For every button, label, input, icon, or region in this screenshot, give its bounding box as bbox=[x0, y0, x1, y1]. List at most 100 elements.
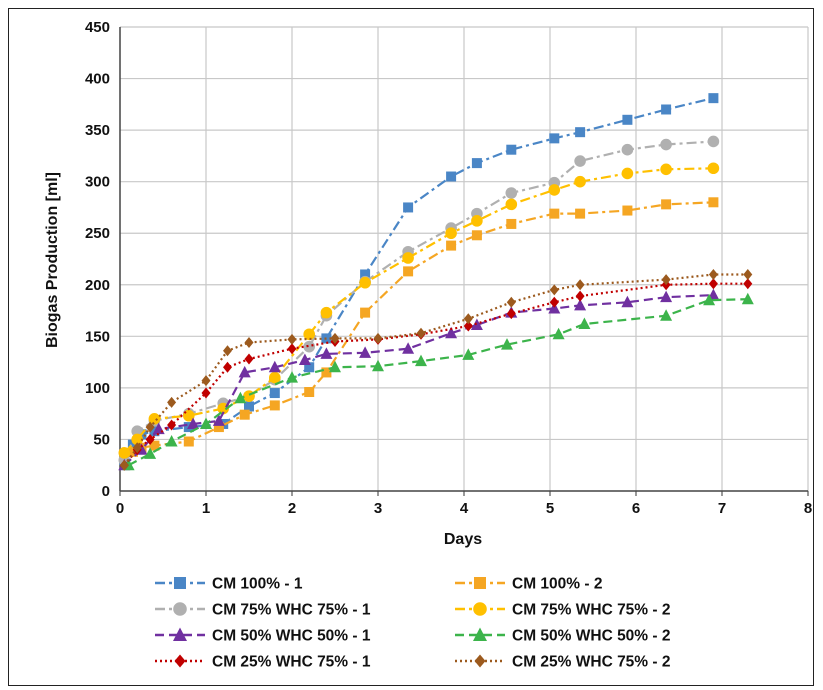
data-point bbox=[708, 197, 719, 208]
data-point bbox=[708, 93, 719, 104]
data-point bbox=[549, 208, 560, 219]
data-point bbox=[416, 327, 426, 339]
data-point bbox=[330, 332, 340, 344]
data-point bbox=[622, 205, 633, 216]
data-point bbox=[660, 138, 672, 151]
y-tick-label: 350 bbox=[85, 122, 110, 139]
legend-swatch-marker bbox=[473, 627, 487, 641]
legend-item: CM 25% WHC 75% - 1 bbox=[155, 654, 371, 671]
legend-label: CM 100% - 2 bbox=[512, 576, 602, 593]
data-point bbox=[707, 162, 720, 175]
legend-swatch-marker bbox=[173, 602, 187, 616]
data-point bbox=[463, 320, 473, 332]
data-point bbox=[661, 104, 672, 115]
data-point bbox=[621, 167, 634, 180]
legend-label: CM 50% WHC 50% - 2 bbox=[512, 628, 670, 645]
x-tick-label: 7 bbox=[718, 500, 726, 517]
data-point bbox=[548, 184, 561, 196]
x-axis-title: Days bbox=[444, 531, 482, 548]
series-layer bbox=[118, 93, 754, 471]
data-point bbox=[360, 269, 371, 280]
legend-item: CM 50% WHC 50% - 2 bbox=[455, 627, 670, 645]
y-tick-label: 0 bbox=[102, 483, 110, 500]
data-point bbox=[446, 240, 457, 251]
data-point bbox=[506, 296, 516, 308]
data-point bbox=[506, 308, 516, 320]
data-point bbox=[743, 278, 753, 290]
data-point bbox=[574, 155, 586, 167]
legend-item: CM 100% - 1 bbox=[155, 576, 303, 593]
x-tick-label: 8 bbox=[804, 500, 812, 517]
data-point bbox=[549, 284, 559, 296]
y-tick-label: 150 bbox=[85, 328, 110, 345]
data-point bbox=[574, 298, 587, 311]
legend-item: CM 25% WHC 75% - 2 bbox=[455, 654, 670, 671]
data-point bbox=[286, 371, 298, 383]
data-point bbox=[463, 313, 473, 325]
data-point bbox=[131, 433, 143, 446]
data-point bbox=[621, 143, 634, 156]
data-point bbox=[373, 332, 383, 344]
data-point bbox=[470, 318, 483, 330]
data-point bbox=[145, 421, 155, 433]
chart-frame bbox=[8, 8, 814, 686]
data-point bbox=[360, 307, 371, 318]
data-point bbox=[575, 290, 585, 302]
y-tick-label: 300 bbox=[85, 174, 110, 191]
data-point bbox=[145, 433, 155, 445]
x-tick-label: 4 bbox=[460, 500, 469, 517]
legend-label: CM 25% WHC 75% - 1 bbox=[212, 654, 371, 671]
data-point bbox=[244, 337, 254, 349]
data-point bbox=[148, 413, 161, 425]
series-line bbox=[128, 298, 748, 467]
data-point bbox=[660, 163, 672, 176]
legend-label: CM 100% - 1 bbox=[212, 576, 303, 593]
y-tick-label: 250 bbox=[85, 225, 110, 242]
data-point bbox=[238, 365, 251, 378]
data-point bbox=[304, 362, 315, 373]
data-point bbox=[201, 375, 211, 387]
data-point bbox=[621, 295, 634, 308]
legend-item: CM 75% WHC 75% - 2 bbox=[455, 602, 670, 619]
data-point bbox=[549, 133, 560, 144]
data-point bbox=[402, 342, 415, 354]
data-point bbox=[303, 340, 316, 353]
data-point bbox=[622, 114, 633, 125]
data-point bbox=[132, 442, 142, 454]
data-point bbox=[303, 328, 316, 341]
data-point bbox=[320, 306, 333, 319]
data-point bbox=[462, 348, 475, 360]
data-point bbox=[167, 419, 177, 431]
data-point bbox=[213, 422, 224, 433]
data-point bbox=[287, 333, 297, 345]
legend-swatch-marker bbox=[474, 654, 486, 668]
data-point bbox=[212, 414, 225, 426]
data-point bbox=[552, 327, 565, 340]
series-6 bbox=[122, 292, 754, 471]
data-point bbox=[359, 276, 371, 289]
data-point bbox=[187, 417, 200, 429]
data-point bbox=[505, 198, 518, 211]
data-point bbox=[403, 202, 414, 213]
data-point bbox=[661, 274, 671, 286]
data-point bbox=[445, 227, 457, 240]
legend-label: CM 75% WHC 75% - 2 bbox=[512, 602, 670, 619]
data-point bbox=[320, 347, 333, 359]
data-point bbox=[269, 388, 280, 399]
data-point bbox=[269, 400, 280, 411]
data-point bbox=[549, 296, 559, 308]
data-point bbox=[268, 360, 281, 373]
legend-swatch-marker bbox=[173, 627, 187, 641]
series-line bbox=[123, 282, 748, 466]
series-line bbox=[123, 201, 714, 456]
y-tick-label: 200 bbox=[85, 277, 110, 294]
data-point bbox=[321, 367, 332, 378]
x-tick-label: 3 bbox=[374, 500, 382, 517]
axes: 0 50 100 150 200 250 300 350 400 450 0 1 2 3 4 5 6 7 8 bbox=[85, 19, 812, 517]
data-point bbox=[304, 387, 315, 398]
x-tick-label: 1 bbox=[202, 500, 210, 517]
legend-swatch-marker bbox=[474, 577, 486, 589]
data-point bbox=[119, 459, 129, 471]
y-tick-label: 50 bbox=[93, 431, 110, 448]
